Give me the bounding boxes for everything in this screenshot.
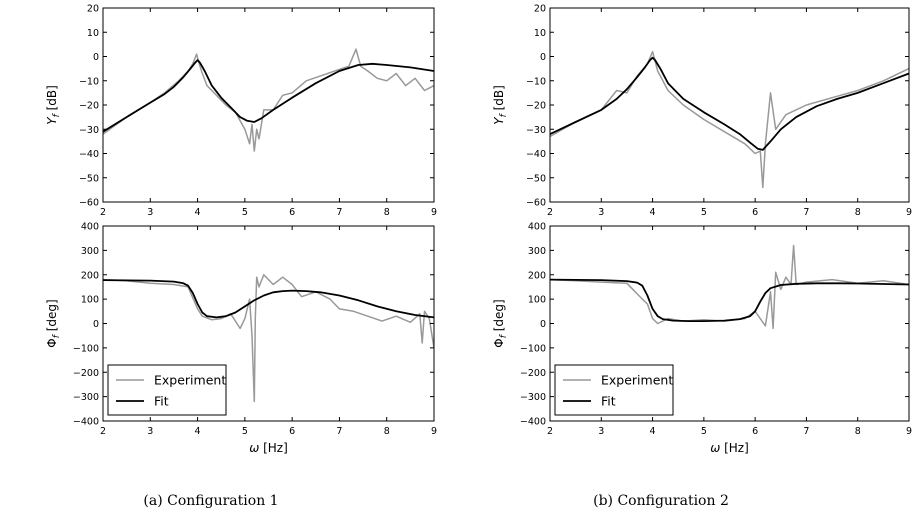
y-tick-label: −400	[520, 417, 546, 428]
experiment-line	[550, 50, 909, 189]
x-tick-label: 9	[906, 207, 912, 218]
y-tick-label: 10	[534, 28, 546, 39]
y-tick-label: 20	[87, 4, 99, 15]
y-axis-label: Yf [dB]	[492, 85, 509, 125]
y-tick-label: 200	[81, 270, 99, 281]
y-tick-label: −40	[526, 149, 546, 160]
x-tick-label: 6	[289, 207, 295, 218]
panel-b-phase: 2 3 4 5 6 7 8 9 400 300 200 100 0 −100 −200 −300 −400 Φf …	[492, 222, 912, 456]
y-tick-label: 0	[93, 319, 99, 330]
y-axis-label: Φf [deg]	[492, 299, 509, 347]
y-tick-label: −40	[79, 149, 99, 160]
y-tick-label: 300	[81, 246, 99, 257]
x-tick-label: 8	[855, 426, 861, 437]
x-axis-label: ω [Hz]	[249, 441, 288, 455]
x-tick-label: 5	[701, 426, 707, 437]
y-tick-label: 400	[528, 222, 546, 233]
y-tick-label: 100	[81, 295, 99, 306]
y-tick-label: −10	[526, 76, 546, 87]
panel-a-phase: 2 3 4 5 6 7 8 9 400 300 200 100 0 −100 −200 −300 −400 Φf …	[45, 222, 437, 456]
x-tick-label: 4	[195, 426, 201, 437]
y-tick-label: −100	[520, 343, 546, 354]
x-tick-label: 8	[384, 207, 390, 218]
x-tick-label: 4	[650, 426, 656, 437]
y-tick-label: −60	[526, 198, 546, 209]
x-tick-label: 4	[195, 207, 201, 218]
y-tick-label: −20	[79, 101, 99, 112]
y-tick-label: −60	[79, 198, 99, 209]
x-tick-label: 9	[431, 207, 437, 218]
x-tick-label: 5	[242, 426, 248, 437]
x-tick-label: 5	[701, 207, 707, 218]
legend-experiment-label: Experiment	[601, 373, 673, 388]
y-tick-label: −300	[520, 392, 546, 403]
x-tick-label: 3	[147, 426, 153, 437]
y-tick-label: −50	[526, 173, 546, 184]
y-tick-label: 100	[528, 295, 546, 306]
x-tick-label: 6	[752, 426, 758, 437]
y-tick-label: −400	[73, 417, 99, 428]
x-tick-label: 9	[906, 426, 912, 437]
y-tick-label: −200	[73, 368, 99, 379]
panel-b-magnitude: 2 3 4 5 6 7 8 9 20 10 0 −10 −20 −30 −40 −50 −60 Yf [dB]	[492, 4, 912, 219]
legend-box	[107, 364, 227, 416]
y-tick-label: 300	[528, 246, 546, 257]
y-tick-label: 200	[528, 270, 546, 281]
x-tick-label: 6	[752, 207, 758, 218]
fit-line	[103, 279, 434, 319]
experiment-line	[103, 48, 434, 152]
legend: Experiment Fit	[107, 364, 227, 416]
y-tick-label: −30	[79, 125, 99, 136]
panel-a-magnitude: 2 3 4 5 6 7 8 9 20 10 0 −10 −20 −30 −40 −50 −60 Yf [dB]	[45, 4, 437, 219]
fit-line	[550, 56, 909, 151]
y-tick-label: −50	[79, 173, 99, 184]
y-tick-label: −10	[79, 76, 99, 87]
experiment-line	[103, 274, 434, 403]
y-tick-label: 0	[93, 52, 99, 63]
x-tick-label: 2	[547, 426, 553, 437]
y-tick-label: −300	[73, 392, 99, 403]
y-tick-label: −30	[526, 125, 546, 136]
y-axis-label: Yf [dB]	[45, 85, 62, 125]
legend-fit-label: Fit	[154, 394, 169, 409]
x-tick-label: 6	[289, 426, 295, 437]
x-tick-label: 3	[598, 426, 604, 437]
plot-area	[550, 8, 909, 202]
x-tick-label: 7	[803, 207, 809, 218]
caption-a: (a) Configuration 1	[143, 493, 278, 509]
x-tick-label: 5	[242, 207, 248, 218]
fit-line	[103, 59, 434, 133]
y-tick-label: 20	[534, 4, 546, 15]
x-tick-label: 2	[547, 207, 553, 218]
x-tick-label: 8	[855, 207, 861, 218]
y-axis-label: Φf [deg]	[45, 299, 62, 347]
legend-experiment-label: Experiment	[154, 373, 226, 388]
x-tick-label: 7	[336, 207, 342, 218]
legend: Experiment Fit	[554, 364, 674, 416]
y-tick-label: −100	[73, 343, 99, 354]
x-tick-label: 3	[147, 207, 153, 218]
x-tick-label: 8	[384, 426, 390, 437]
x-tick-label: 9	[431, 426, 437, 437]
y-tick-label: 0	[540, 319, 546, 330]
x-tick-label: 7	[336, 426, 342, 437]
x-tick-label: 2	[100, 426, 106, 437]
y-tick-label: 0	[540, 52, 546, 63]
x-tick-label: 7	[803, 426, 809, 437]
y-tick-label: −20	[526, 101, 546, 112]
x-tick-label: 2	[100, 207, 106, 218]
y-tick-label: 400	[81, 222, 99, 233]
plot-area	[103, 8, 434, 202]
legend-fit-label: Fit	[601, 394, 616, 409]
x-axis-label: ω [Hz]	[710, 441, 749, 455]
y-tick-label: 10	[87, 28, 99, 39]
y-tick-label: −200	[520, 368, 546, 379]
caption-b: (b) Configuration 2	[593, 493, 729, 509]
legend-box	[554, 364, 674, 416]
x-tick-label: 3	[598, 207, 604, 218]
fit-line	[550, 278, 909, 323]
x-tick-label: 4	[650, 207, 656, 218]
